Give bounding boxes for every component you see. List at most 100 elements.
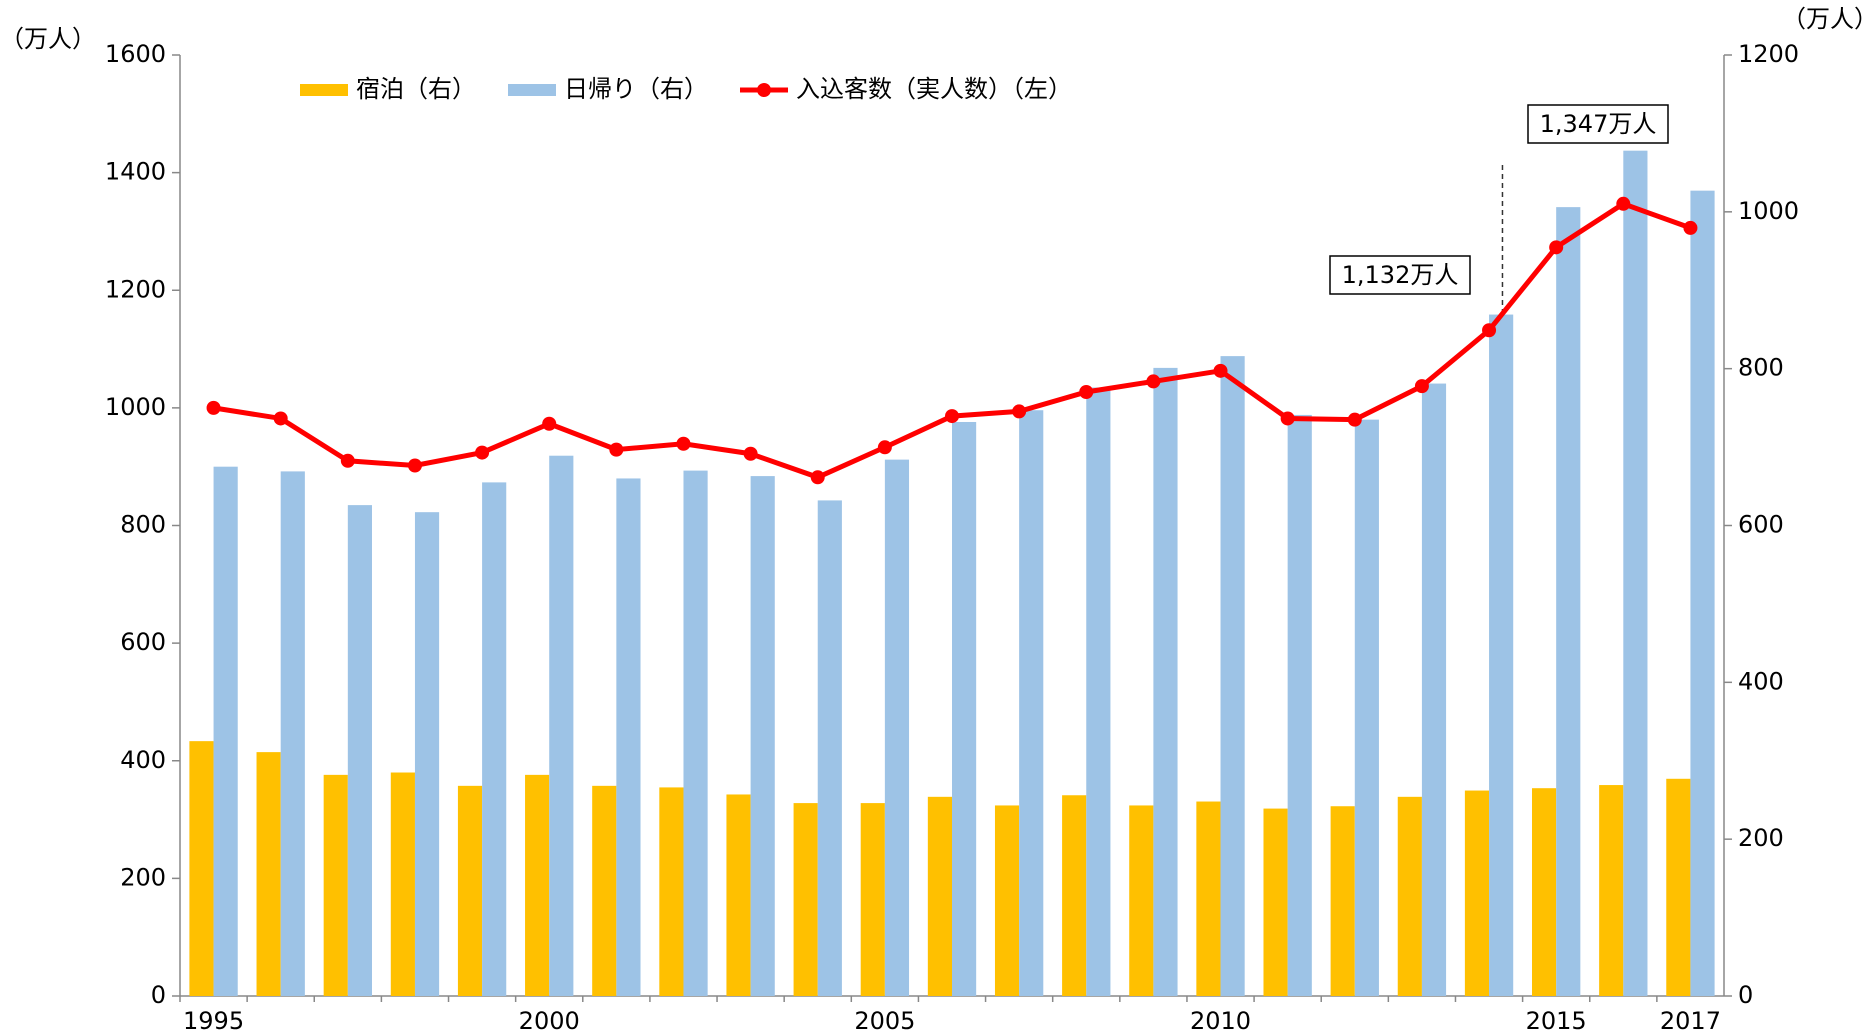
bar — [726, 794, 751, 996]
line-point — [1079, 384, 1094, 399]
bar — [457, 785, 483, 996]
line-point — [1616, 196, 1631, 211]
y2-tick-label: 400 — [1738, 667, 1784, 695]
bar — [1354, 419, 1379, 996]
bar — [1666, 778, 1691, 996]
legend-label: 宿泊（右） — [356, 75, 476, 103]
bar — [1263, 808, 1288, 996]
legend-label: 日帰り（右） — [564, 75, 708, 103]
y2-tick-label: 1200 — [1738, 40, 1799, 68]
bar — [280, 471, 305, 997]
y-tick-label: 1600 — [105, 40, 166, 68]
line-point — [1414, 379, 1429, 394]
bar — [482, 482, 507, 996]
x-tick-label: 1995 — [183, 1007, 244, 1032]
line-point — [340, 453, 355, 468]
bar — [1062, 795, 1087, 996]
annotation: 1,347万人 — [1540, 110, 1657, 138]
x-tick-label: 2000 — [519, 1007, 580, 1032]
x-tick-label: 2005 — [854, 1007, 915, 1032]
annotation-box — [1527, 104, 1669, 144]
x-tick-label: 2010 — [1190, 1007, 1251, 1032]
bar — [1690, 190, 1715, 996]
bar — [1599, 785, 1624, 996]
line-point — [609, 442, 624, 457]
line-point — [945, 409, 959, 424]
y2-tick-label: 0 — [1738, 981, 1753, 1009]
bar — [994, 805, 1020, 996]
bar — [1287, 414, 1312, 996]
bar — [1019, 410, 1044, 996]
y2-tick-label: 1000 — [1738, 197, 1799, 225]
legend-swatch — [300, 84, 348, 96]
bar — [347, 505, 372, 996]
bar — [189, 741, 214, 996]
bar — [1153, 367, 1178, 996]
line-point — [1012, 404, 1027, 419]
bar — [1421, 383, 1447, 997]
legend-swatch — [508, 84, 556, 96]
legend-swatch — [757, 83, 771, 97]
line-point — [475, 445, 490, 460]
y-axis-unit: （万人） — [0, 25, 96, 53]
bar — [1129, 805, 1154, 996]
bar — [1220, 356, 1245, 996]
bar — [616, 478, 641, 996]
line-point — [407, 458, 422, 473]
annotation: 1,132万人 — [1342, 261, 1459, 289]
y-tick-label: 200 — [120, 863, 166, 891]
x-tick-label: 2017 — [1660, 1007, 1721, 1032]
bar — [1556, 207, 1581, 997]
y2-axis-unit: （万人） — [1782, 5, 1875, 33]
bar — [1397, 796, 1422, 996]
bar — [213, 466, 238, 996]
annotation-box — [1329, 255, 1471, 295]
y-tick-label: 600 — [120, 628, 166, 656]
bar — [659, 787, 684, 996]
line-point — [676, 436, 691, 451]
bar — [1330, 806, 1355, 996]
line-point — [1280, 411, 1295, 426]
bar — [884, 459, 910, 996]
y2-tick-label: 200 — [1738, 824, 1784, 852]
bar — [1086, 387, 1111, 996]
legend-label: 入込客数（実人数）（左） — [796, 75, 1072, 103]
bar — [1489, 314, 1514, 996]
y-tick-label: 1000 — [105, 393, 166, 421]
line-point — [542, 416, 557, 431]
bar — [860, 803, 885, 996]
x-tick-label: 2015 — [1526, 1007, 1587, 1032]
bar — [1532, 788, 1557, 996]
line-point — [810, 470, 825, 485]
bar — [549, 455, 574, 996]
bar — [927, 796, 952, 996]
line-point — [1683, 220, 1698, 235]
line-point — [877, 440, 892, 455]
bar — [952, 421, 977, 996]
bar — [1464, 790, 1490, 996]
bar — [525, 774, 550, 996]
y2-tick-label: 800 — [1738, 354, 1784, 382]
line-point — [1482, 323, 1497, 338]
bar — [323, 774, 348, 996]
line-point — [743, 446, 758, 461]
bar — [390, 772, 415, 996]
bar — [1623, 150, 1648, 996]
bar — [592, 785, 617, 996]
y-tick-label: 1200 — [105, 275, 166, 303]
line-point — [206, 400, 221, 415]
line-point — [1549, 240, 1564, 255]
line-point — [1347, 412, 1362, 427]
bar — [1196, 801, 1221, 996]
line-point — [1213, 363, 1228, 378]
y-tick-label: 1400 — [105, 158, 166, 186]
y-tick-label: 800 — [120, 511, 166, 539]
y-tick-label: 400 — [120, 746, 166, 774]
line-point — [1146, 374, 1161, 389]
bar — [817, 500, 842, 996]
bar — [750, 476, 775, 996]
bar — [414, 512, 440, 996]
bar — [683, 470, 708, 996]
y-tick-label: 0 — [151, 981, 166, 1009]
